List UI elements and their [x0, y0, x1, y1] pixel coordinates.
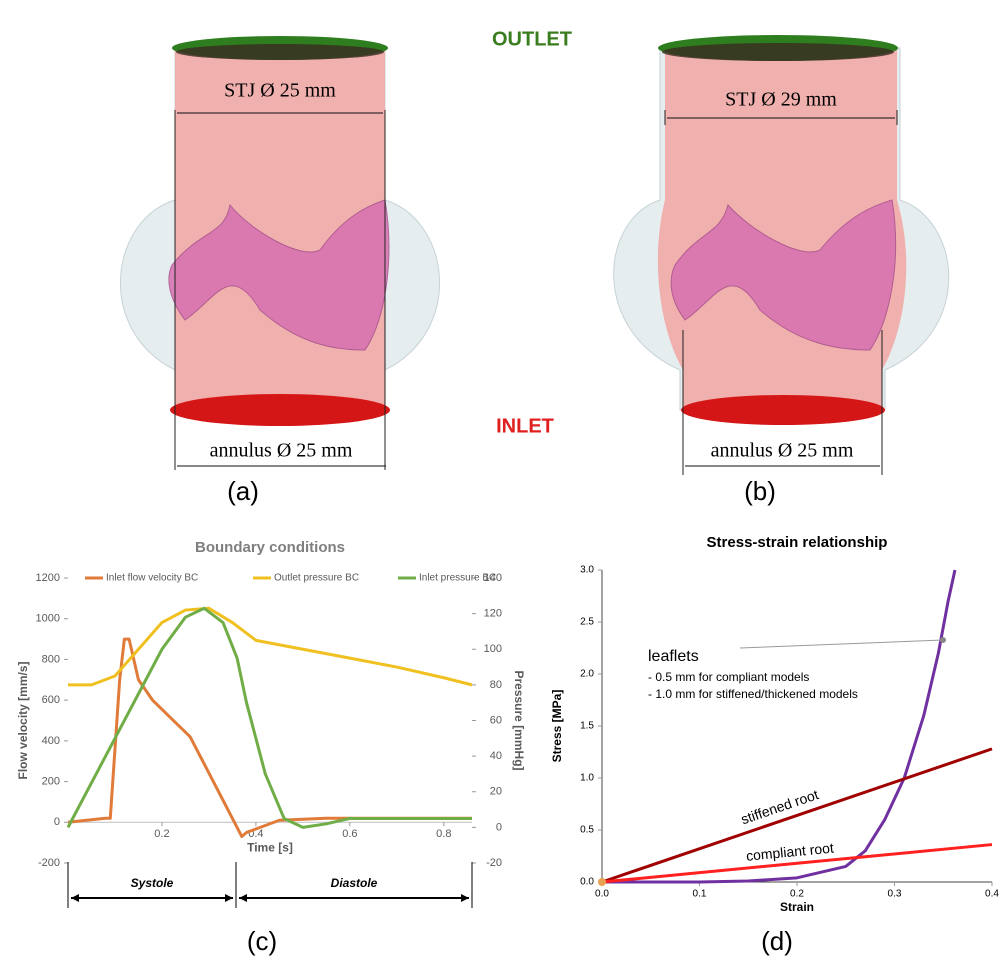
- phase-label: Diastole: [331, 876, 378, 890]
- series-line: [68, 639, 472, 836]
- legend-label: Outlet pressure BC: [274, 573, 359, 584]
- x-tick-label: 0.1: [693, 889, 707, 900]
- y2-tick-label: 40: [490, 750, 502, 762]
- y2-tick-label: 20: [490, 786, 502, 798]
- x-tick-label: 0.6: [342, 828, 357, 840]
- pointer: [740, 640, 943, 648]
- y-tick-label: 400: [42, 735, 60, 747]
- y-tick-label: 0.0: [580, 877, 594, 888]
- y2-tick-label: 120: [484, 608, 502, 620]
- annotation: - 0.5 mm for compliant models: [648, 670, 809, 684]
- annulus-label: annulus Ø 25 mm: [711, 440, 854, 462]
- phase-label: Systole: [131, 876, 174, 890]
- series-label: leaflets: [648, 648, 699, 665]
- y-axis-label: Stress [MPa]: [550, 690, 564, 763]
- x-tick-label: 0.0: [595, 889, 609, 900]
- x-tick-label: 0.4: [985, 889, 999, 900]
- y-tick-label: 1200: [36, 572, 60, 584]
- stj-label: STJ Ø 25 mm: [224, 80, 336, 102]
- y-tick-label: 3.0: [580, 565, 594, 576]
- stj-label: STJ Ø 29 mm: [725, 89, 837, 111]
- y-tick-label: -200: [38, 857, 60, 869]
- y-tick-label: 2.5: [580, 617, 594, 628]
- inlet-label: INLET: [496, 415, 554, 437]
- origin-dot: [598, 878, 606, 886]
- caption: (a): [227, 476, 259, 506]
- y-tick-label: 1000: [36, 613, 60, 625]
- y-tick-label: 1.5: [580, 721, 594, 732]
- x-tick-label: 0.2: [154, 828, 169, 840]
- y2-tick-label: 0: [496, 821, 502, 833]
- y-tick-label: 800: [42, 653, 60, 665]
- y-axis-label: Flow velocity [mm/s]: [16, 661, 30, 779]
- legend-label: Inlet pressure BC: [419, 573, 496, 584]
- annulus-label: annulus Ø 25 mm: [210, 440, 353, 462]
- y2-tick-label: 60: [490, 714, 502, 726]
- y-tick-label: 0.5: [580, 825, 594, 836]
- y-tick-label: 200: [42, 775, 60, 787]
- annotation: - 1.0 mm for stiffened/thickened models: [648, 687, 858, 701]
- caption: (b): [744, 476, 776, 506]
- y2-axis-label: Pressure [mmHg]: [512, 670, 526, 770]
- chart-title: Boundary conditions: [195, 539, 345, 556]
- caption: (d): [761, 926, 793, 956]
- figure: STJ Ø 25 mm annulus Ø 25 mm (a) OUTLET I…: [0, 0, 1001, 967]
- y2-tick-label: 100: [484, 643, 502, 655]
- chart-title: Stress-strain relationship: [707, 534, 888, 551]
- x-tick-label: 0.2: [790, 889, 804, 900]
- y-tick-label: 2.0: [580, 669, 594, 680]
- y-tick-label: 1.0: [580, 773, 594, 784]
- x-tick-label: 0.3: [888, 889, 902, 900]
- legend-label: Inlet flow velocity BC: [106, 573, 198, 584]
- y2-tick-label: 80: [490, 679, 502, 691]
- x-axis-label: Strain: [780, 900, 814, 914]
- series-line: [68, 608, 472, 685]
- y-tick-label: 600: [42, 694, 60, 706]
- series-line: [602, 570, 955, 882]
- caption: (c): [247, 926, 277, 956]
- pointer-dot: [940, 637, 946, 643]
- outlet-label: OUTLET: [492, 28, 572, 50]
- y2-tick-label: -20: [486, 857, 502, 869]
- x-axis-label: Time [s]: [247, 840, 293, 854]
- x-tick-label: 0.8: [436, 828, 451, 840]
- y-tick-label: 0: [54, 816, 60, 828]
